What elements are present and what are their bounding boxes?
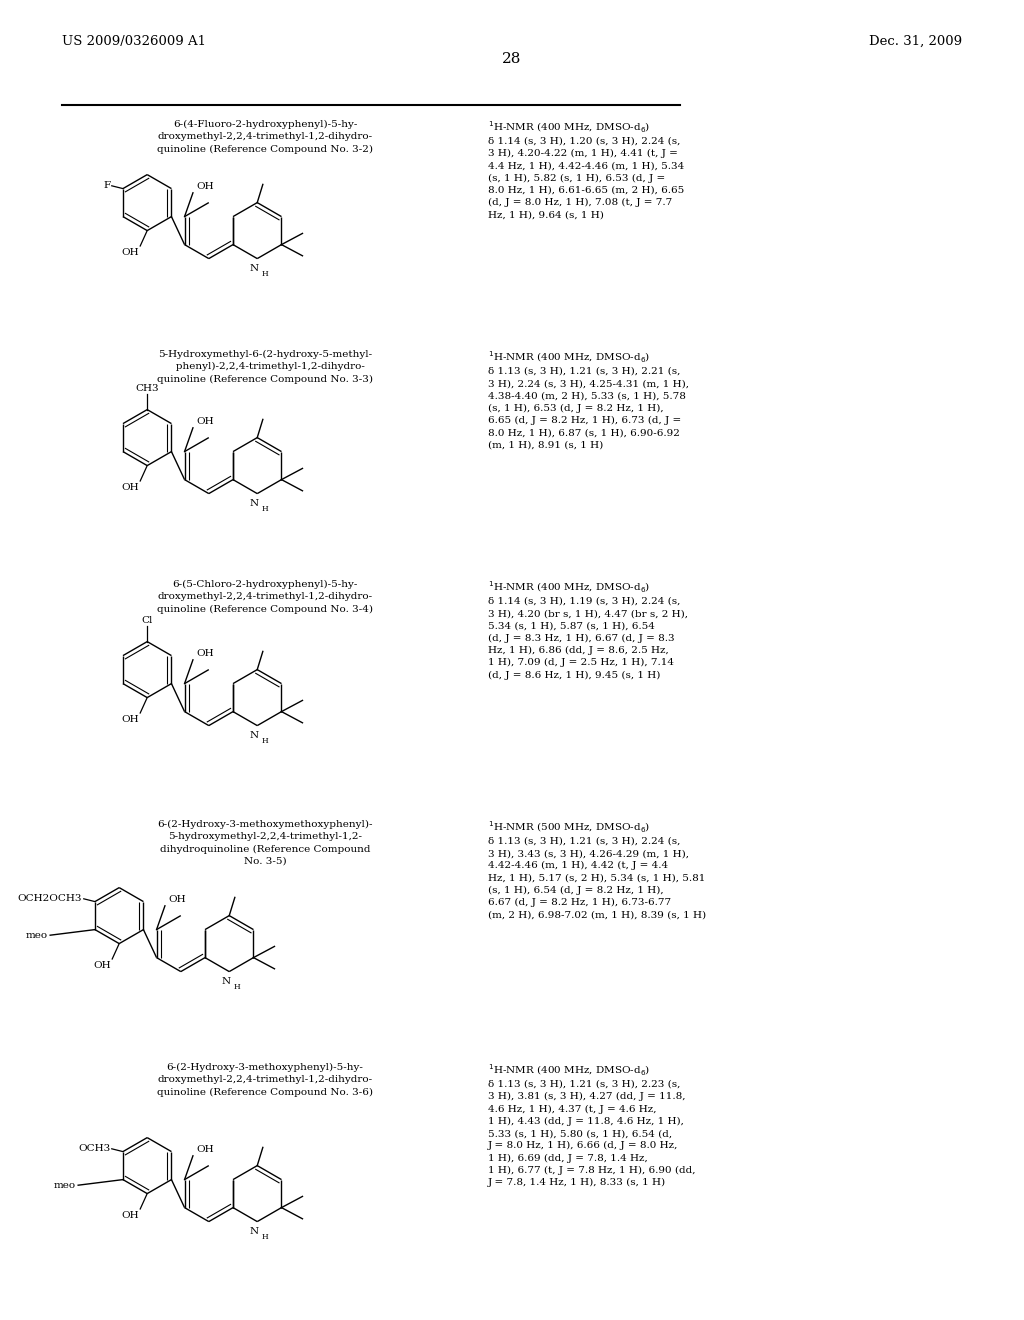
Text: OH: OH — [93, 961, 111, 970]
Text: Dec. 31, 2009: Dec. 31, 2009 — [869, 36, 962, 48]
Text: 6-(2-Hydroxy-3-methoxymethoxyphenyl)-
5-hydroxymethyl-2,2,4-trimethyl-1,2-
dihyd: 6-(2-Hydroxy-3-methoxymethoxyphenyl)- 5-… — [158, 820, 373, 866]
Text: 6-(2-Hydroxy-3-methoxyphenyl)-5-hy-
droxymethyl-2,2,4-trimethyl-1,2-dihydro-
qui: 6-(2-Hydroxy-3-methoxyphenyl)-5-hy- drox… — [157, 1063, 373, 1097]
Text: US 2009/0326009 A1: US 2009/0326009 A1 — [62, 36, 206, 48]
Text: F: F — [103, 181, 111, 190]
Text: N: N — [221, 977, 230, 986]
Text: meo: meo — [26, 931, 48, 940]
Text: CH3: CH3 — [135, 384, 159, 393]
Text: OH: OH — [121, 715, 139, 723]
Text: OH: OH — [121, 483, 139, 492]
Text: N: N — [250, 264, 259, 273]
Text: OH: OH — [121, 1210, 139, 1220]
Text: H: H — [261, 738, 268, 746]
Text: N: N — [250, 499, 259, 508]
Text: 6-(5-Chloro-2-hydroxyphenyl)-5-hy-
droxymethyl-2,2,4-trimethyl-1,2-dihydro-
quin: 6-(5-Chloro-2-hydroxyphenyl)-5-hy- droxy… — [157, 579, 373, 614]
Text: $^{1}$H-NMR (400 MHz, DMSO-d$_{6}$): $^{1}$H-NMR (400 MHz, DMSO-d$_{6}$) — [488, 1063, 650, 1078]
Text: H: H — [233, 983, 240, 991]
Text: OCH3: OCH3 — [78, 1143, 111, 1152]
Text: OH: OH — [196, 649, 214, 657]
Text: H: H — [261, 1233, 268, 1241]
Text: $^{1}$H-NMR (400 MHz, DMSO-d$_{6}$): $^{1}$H-NMR (400 MHz, DMSO-d$_{6}$) — [488, 120, 650, 136]
Text: N: N — [250, 731, 259, 741]
Text: δ 1.13 (s, 3 H), 1.21 (s, 3 H), 2.21 (s,
3 H), 2.24 (s, 3 H), 4.25-4.31 (m, 1 H): δ 1.13 (s, 3 H), 1.21 (s, 3 H), 2.21 (s,… — [488, 367, 689, 449]
Text: $^{1}$H-NMR (400 MHz, DMSO-d$_{6}$): $^{1}$H-NMR (400 MHz, DMSO-d$_{6}$) — [488, 579, 650, 595]
Text: OH: OH — [196, 182, 214, 191]
Text: OH: OH — [121, 248, 139, 257]
Text: OCH2OCH3: OCH2OCH3 — [17, 894, 82, 903]
Text: OH: OH — [196, 1144, 214, 1154]
Text: Cl: Cl — [141, 616, 153, 624]
Text: δ 1.13 (s, 3 H), 1.21 (s, 3 H), 2.23 (s,
3 H), 3.81 (s, 3 H), 4.27 (dd, J = 11.8: δ 1.13 (s, 3 H), 1.21 (s, 3 H), 2.23 (s,… — [488, 1080, 695, 1188]
Text: OH: OH — [168, 895, 185, 904]
Text: meo: meo — [54, 1180, 76, 1189]
Text: δ 1.14 (s, 3 H), 1.20 (s, 3 H), 2.24 (s,
3 H), 4.20-4.22 (m, 1 H), 4.41 (t, J =
: δ 1.14 (s, 3 H), 1.20 (s, 3 H), 2.24 (s,… — [488, 137, 684, 219]
Text: N: N — [250, 1228, 259, 1237]
Text: 28: 28 — [503, 51, 521, 66]
Text: H: H — [261, 271, 268, 279]
Text: δ 1.13 (s, 3 H), 1.21 (s, 3 H), 2.24 (s,
3 H), 3.43 (s, 3 H), 4.26-4.29 (m, 1 H): δ 1.13 (s, 3 H), 1.21 (s, 3 H), 2.24 (s,… — [488, 837, 707, 920]
Text: $^{1}$H-NMR (400 MHz, DMSO-d$_{6}$): $^{1}$H-NMR (400 MHz, DMSO-d$_{6}$) — [488, 350, 650, 366]
Text: OH: OH — [196, 417, 214, 426]
Text: 6-(4-Fluoro-2-hydroxyphenyl)-5-hy-
droxymethyl-2,2,4-trimethyl-1,2-dihydro-
quin: 6-(4-Fluoro-2-hydroxyphenyl)-5-hy- droxy… — [157, 120, 373, 153]
Text: H: H — [261, 506, 268, 513]
Text: $^{1}$H-NMR (500 MHz, DMSO-d$_{6}$): $^{1}$H-NMR (500 MHz, DMSO-d$_{6}$) — [488, 820, 650, 836]
Text: δ 1.14 (s, 3 H), 1.19 (s, 3 H), 2.24 (s,
3 H), 4.20 (br s, 1 H), 4.47 (br s, 2 H: δ 1.14 (s, 3 H), 1.19 (s, 3 H), 2.24 (s,… — [488, 597, 688, 680]
Text: 5-Hydroxymethyl-6-(2-hydroxy-5-methyl-
   phenyl)-2,2,4-trimethyl-1,2-dihydro-
q: 5-Hydroxymethyl-6-(2-hydroxy-5-methyl- p… — [157, 350, 373, 384]
